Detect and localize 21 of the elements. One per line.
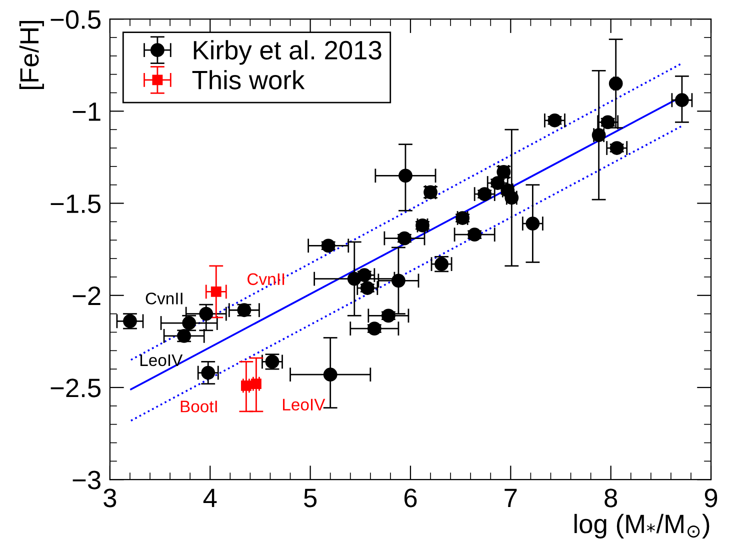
y-tick-label: −2.5 <box>50 378 101 398</box>
x-tick-label: 5 <box>304 488 317 508</box>
y-tick-label: −0.5 <box>50 10 101 29</box>
legend-label: Kirby et al. 2013 <box>194 40 382 65</box>
legend-label: This work <box>192 70 305 90</box>
x-tick-label: 7 <box>504 488 517 508</box>
y-tick-label: −1 <box>72 102 100 121</box>
y-tick-label: −2 <box>72 286 100 305</box>
y-axis-title: [Fe/H] <box>19 20 44 90</box>
x-tick-label: 6 <box>404 488 417 508</box>
y-tick-label: −3 <box>72 470 100 490</box>
x-tick-label: 8 <box>604 488 618 508</box>
x-tick-label: 3 <box>104 488 116 508</box>
x-axis-title: log (M$_{*}$/M$_{⊙}$) <box>574 514 710 539</box>
annotation: LeoIV <box>283 398 326 411</box>
annotation: BootI <box>180 400 217 412</box>
x-tick-label: 9 <box>704 488 718 508</box>
x-tick-label: 4 <box>203 488 217 508</box>
y-tick-label: −1.5 <box>50 194 101 214</box>
annotation: CvnII <box>146 292 182 304</box>
annotation: LeoIV <box>140 354 183 366</box>
